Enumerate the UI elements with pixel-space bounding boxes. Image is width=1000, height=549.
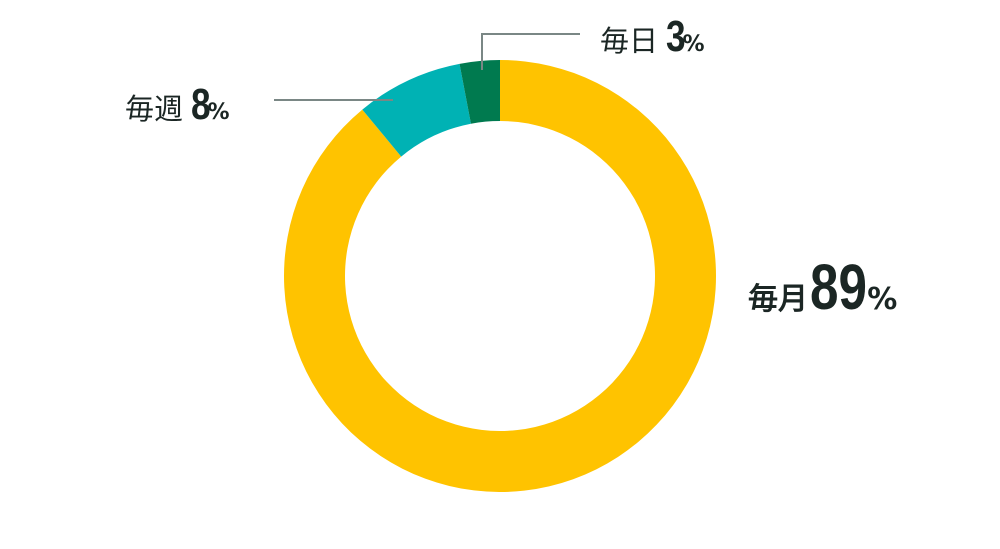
label-weekly-unit: %: [207, 100, 230, 125]
label-daily-value: 3: [666, 12, 686, 61]
label-monthly: 毎月 89 %: [748, 250, 897, 324]
label-daily: 毎日 3 %: [600, 12, 705, 62]
label-daily-unit: %: [682, 32, 705, 57]
slice-weekly: [362, 63, 471, 157]
label-monthly-value: 89: [810, 251, 867, 323]
label-daily-category: 毎日: [600, 24, 659, 58]
slice-monthly: [284, 60, 716, 493]
label-weekly-value: 8: [191, 80, 211, 129]
label-weekly: 毎週 8 %: [125, 80, 230, 130]
label-weekly-category: 毎週: [125, 92, 184, 126]
slice-daily: [459, 60, 500, 124]
leader-line-daily: [481, 33, 580, 70]
label-monthly-unit: %: [867, 282, 898, 317]
label-monthly-category: 毎月: [748, 282, 808, 317]
